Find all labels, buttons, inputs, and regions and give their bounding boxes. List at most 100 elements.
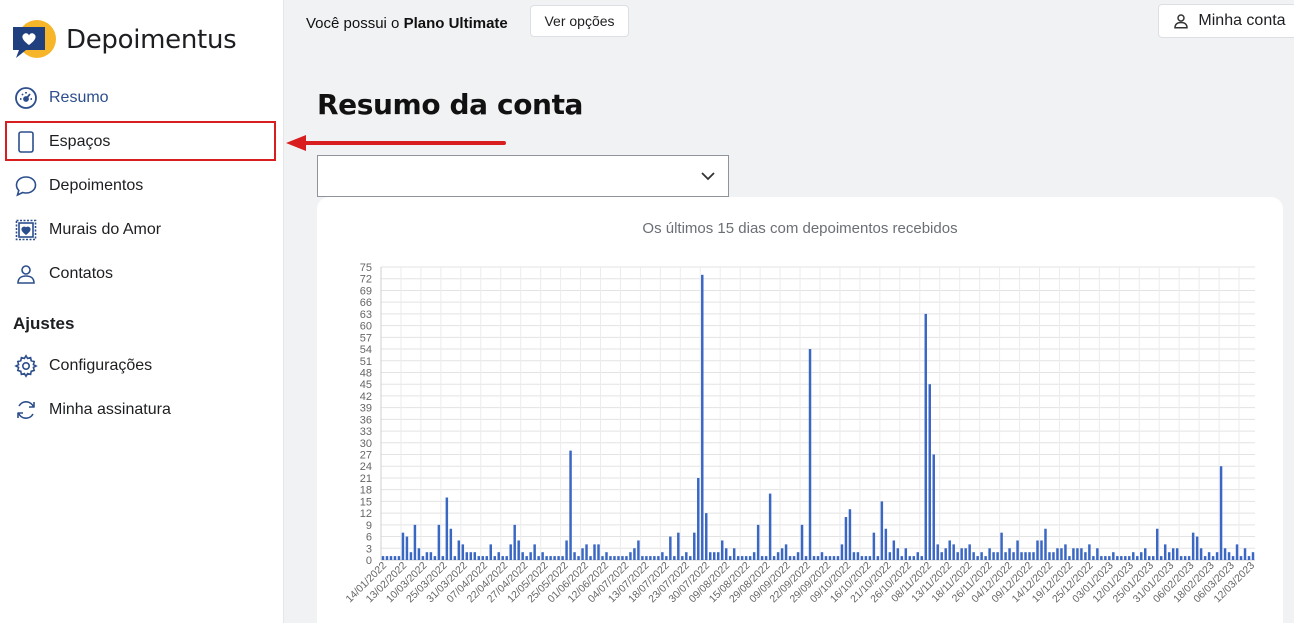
chart-bar <box>1080 548 1083 560</box>
brand[interactable]: Depoimentus <box>12 18 237 62</box>
chart-bar <box>820 552 824 560</box>
chart-bar <box>1044 528 1047 560</box>
y-tick-label: 75 <box>360 262 372 274</box>
brand-logo-icon <box>12 18 58 62</box>
chart-bar <box>1056 548 1059 560</box>
chart-bar <box>509 544 512 560</box>
chart-bar <box>1215 552 1219 560</box>
chart-bar <box>1004 552 1007 560</box>
chart-bar <box>772 556 776 560</box>
chart-bar <box>920 556 923 560</box>
y-tick-label: 45 <box>360 379 372 391</box>
chart-bar <box>445 497 449 560</box>
y-tick-label: 60 <box>360 321 372 333</box>
chart-bar <box>792 556 796 560</box>
chevron-down-icon <box>701 172 715 181</box>
sidebar-item-depoimentos[interactable]: Depoimentos <box>14 171 143 201</box>
sidebar-item-resumo[interactable]: Resumo <box>14 83 109 113</box>
y-tick-label: 21 <box>360 473 372 485</box>
chart-bar <box>481 556 485 560</box>
sidebar-item-minha-assinatura[interactable]: Minha assinatura <box>14 395 171 425</box>
chart-bar <box>996 552 999 560</box>
account-button[interactable]: Minha conta <box>1158 4 1294 38</box>
chart-bar <box>1243 548 1247 560</box>
chart-bar <box>581 548 584 560</box>
sidebar-item-configuracoes[interactable]: Configurações <box>14 351 152 381</box>
chart-bar <box>1251 552 1255 560</box>
chart-bar <box>984 556 987 560</box>
chart-bar <box>381 556 385 560</box>
chart-bar <box>693 532 696 560</box>
y-tick-label: 12 <box>360 508 372 520</box>
chart-bar <box>1187 556 1191 560</box>
chart-bar <box>457 540 461 560</box>
chart-bar <box>1207 552 1211 560</box>
chart-bar <box>421 556 425 560</box>
chart-bar <box>912 556 916 560</box>
chart-bar <box>653 556 656 560</box>
chart-bar <box>625 556 628 560</box>
chart-bar <box>896 548 900 560</box>
y-tick-label: 72 <box>360 274 372 286</box>
chart-bar <box>1060 548 1063 560</box>
chart-bar <box>1191 532 1195 560</box>
chart-bar <box>1167 552 1171 560</box>
chart-bar <box>768 493 772 560</box>
chart-bar <box>812 556 816 560</box>
chart-bar <box>1016 540 1019 560</box>
chart-bar <box>1072 548 1075 560</box>
y-tick-label: 27 <box>360 450 372 462</box>
chart-bar <box>804 556 808 560</box>
chart-bar <box>441 556 445 560</box>
chart-bar <box>940 552 943 560</box>
chart-bar <box>764 556 768 560</box>
chart-bar <box>601 556 604 560</box>
y-tick-label: 42 <box>360 391 372 403</box>
chart-bar <box>1231 556 1235 560</box>
chart-bar <box>697 477 700 560</box>
y-tick-label: 66 <box>360 297 372 309</box>
chart-bar <box>864 556 868 560</box>
chart-bar <box>1227 552 1231 560</box>
chart-card: Os últimos 15 dias com depoimentos receb… <box>317 197 1283 623</box>
chart-bar <box>724 548 728 560</box>
chart-bar <box>840 544 844 560</box>
chart-bar <box>641 556 644 560</box>
chart-bar <box>629 552 632 560</box>
chart-bar <box>677 532 680 560</box>
chart-bar <box>980 552 983 560</box>
chart-bar <box>533 544 536 560</box>
view-options-button[interactable]: Ver opções <box>530 5 629 37</box>
chart-bar <box>860 556 864 560</box>
chart-bar <box>473 552 477 560</box>
chart-bar <box>1000 532 1003 560</box>
chart-bar <box>976 556 979 560</box>
chart-bar <box>501 556 504 560</box>
y-tick-label: 36 <box>360 414 372 426</box>
chart-bar <box>661 552 664 560</box>
chart-bar <box>1124 556 1127 560</box>
chart-bar <box>669 536 672 560</box>
sidebar-item-espacos[interactable]: Espaços <box>14 127 110 157</box>
chart-bar <box>517 540 520 560</box>
chart-bar <box>513 524 516 560</box>
chart-bar <box>1100 556 1103 560</box>
sidebar-item-murais-do-amor[interactable]: Murais do Amor <box>14 215 161 245</box>
chart-bar <box>1195 536 1199 560</box>
chart-bar <box>1064 544 1067 560</box>
space-select[interactable] <box>317 155 729 197</box>
chart-bar <box>493 556 496 560</box>
brand-name: Depoimentus <box>66 25 237 55</box>
chart-bar <box>685 552 688 560</box>
chart-bar <box>1020 552 1023 560</box>
chart-bar <box>1211 556 1215 560</box>
sidebar-item-label: Minha assinatura <box>49 401 171 418</box>
sidebar-item-contatos[interactable]: Contatos <box>14 259 113 289</box>
chart-bar <box>1179 556 1183 560</box>
chart-bar <box>1084 552 1087 560</box>
page-title: Resumo da conta <box>317 88 584 121</box>
chart-bar <box>1040 540 1043 560</box>
gear-icon <box>14 354 38 378</box>
chart-bar <box>760 556 764 560</box>
sidebar-item-label: Depoimentos <box>49 177 144 194</box>
